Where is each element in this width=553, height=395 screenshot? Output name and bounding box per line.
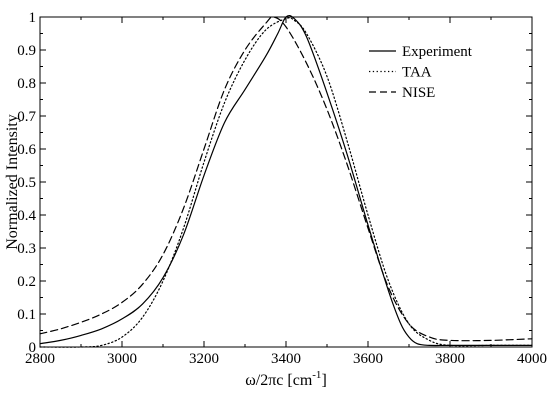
y-tick-label: 0.5 [17,175,36,191]
y-tick-label: 0.9 [17,43,36,59]
y-tick-label: 0.7 [17,109,36,125]
legend-label-nise: NISE [402,85,435,101]
series-line-nise [39,16,533,342]
y-tick-label: 0.1 [17,307,36,323]
x-tick-label: 3400 [271,351,301,367]
y-tick-label: 0.2 [17,274,36,290]
series-line-taa [39,17,533,348]
y-tick-label: 0.6 [17,142,36,158]
x-axis-title-suffix: ] [321,372,326,389]
plot-frame [39,16,533,348]
x-axis-title: ω/2πc [cm-1] [245,369,327,389]
x-tick-label: 3000 [107,351,137,367]
series-curves [39,14,533,348]
x-axis-title-sup: -1 [312,369,321,381]
y-axis-title: Normalized Intensity [4,114,21,250]
legend: Experiment TAA NISE [369,44,473,101]
x-tick-label: 4000 [517,351,547,367]
y-axis-ticks: 0 0.1 0.2 0.3 0.4 0.5 0.6 0.7 0.8 0.9 1 [17,10,532,356]
y-tick-label: 1 [29,10,37,26]
x-tick-label: 3800 [435,351,465,367]
x-tick-label: 3600 [353,351,383,367]
x-tick-label: 3200 [189,351,219,367]
y-tick-label: 0 [29,340,37,356]
y-tick-label: 0.4 [17,208,36,224]
series-line-experiment [39,14,533,347]
x-tick-label: 2800 [25,351,55,367]
legend-label-experiment: Experiment [402,44,473,60]
x-axis-ticks: 2800 3000 3200 3400 3600 3800 4000 [25,17,547,367]
y-tick-label: 0.8 [17,76,36,92]
x-axis-title-main: ω/2πc [cm [245,372,313,389]
y-tick-label: 0.3 [17,241,36,257]
legend-label-taa: TAA [402,65,432,81]
